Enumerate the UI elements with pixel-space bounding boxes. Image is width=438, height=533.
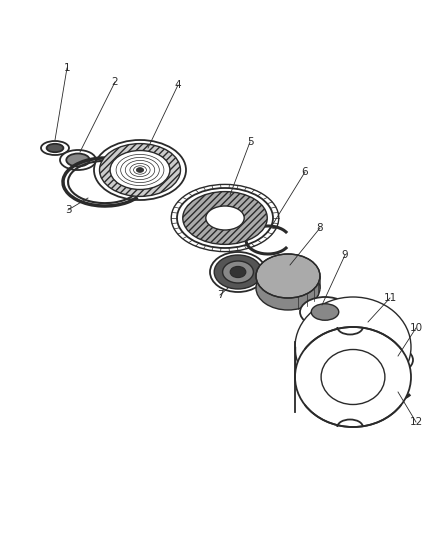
Ellipse shape: [99, 143, 180, 196]
Ellipse shape: [110, 150, 170, 190]
Text: 6: 6: [302, 167, 308, 177]
Ellipse shape: [66, 154, 90, 166]
Ellipse shape: [214, 255, 262, 289]
Ellipse shape: [373, 347, 413, 373]
Ellipse shape: [171, 184, 279, 252]
Text: 11: 11: [383, 293, 397, 303]
Ellipse shape: [210, 252, 266, 292]
Text: 3: 3: [65, 205, 71, 215]
Ellipse shape: [60, 150, 96, 170]
Text: 5: 5: [247, 137, 253, 147]
Ellipse shape: [41, 141, 69, 155]
Ellipse shape: [295, 297, 411, 397]
Ellipse shape: [46, 144, 64, 152]
Text: 9: 9: [342, 250, 348, 260]
Ellipse shape: [177, 188, 273, 248]
Ellipse shape: [94, 140, 186, 200]
Text: 2: 2: [112, 77, 118, 87]
Ellipse shape: [311, 304, 339, 320]
Ellipse shape: [230, 266, 246, 278]
Ellipse shape: [381, 352, 405, 368]
Ellipse shape: [256, 266, 320, 310]
Ellipse shape: [183, 191, 267, 245]
Text: 8: 8: [317, 223, 323, 233]
Text: 7: 7: [217, 290, 223, 300]
Ellipse shape: [206, 206, 244, 230]
Text: 10: 10: [410, 323, 423, 333]
Text: 12: 12: [410, 417, 423, 427]
Ellipse shape: [256, 254, 320, 298]
Ellipse shape: [295, 327, 411, 427]
Ellipse shape: [223, 261, 254, 283]
Text: 1: 1: [64, 63, 71, 73]
Ellipse shape: [136, 167, 144, 172]
Ellipse shape: [321, 350, 385, 405]
Text: 4: 4: [175, 80, 181, 90]
Ellipse shape: [300, 297, 350, 327]
